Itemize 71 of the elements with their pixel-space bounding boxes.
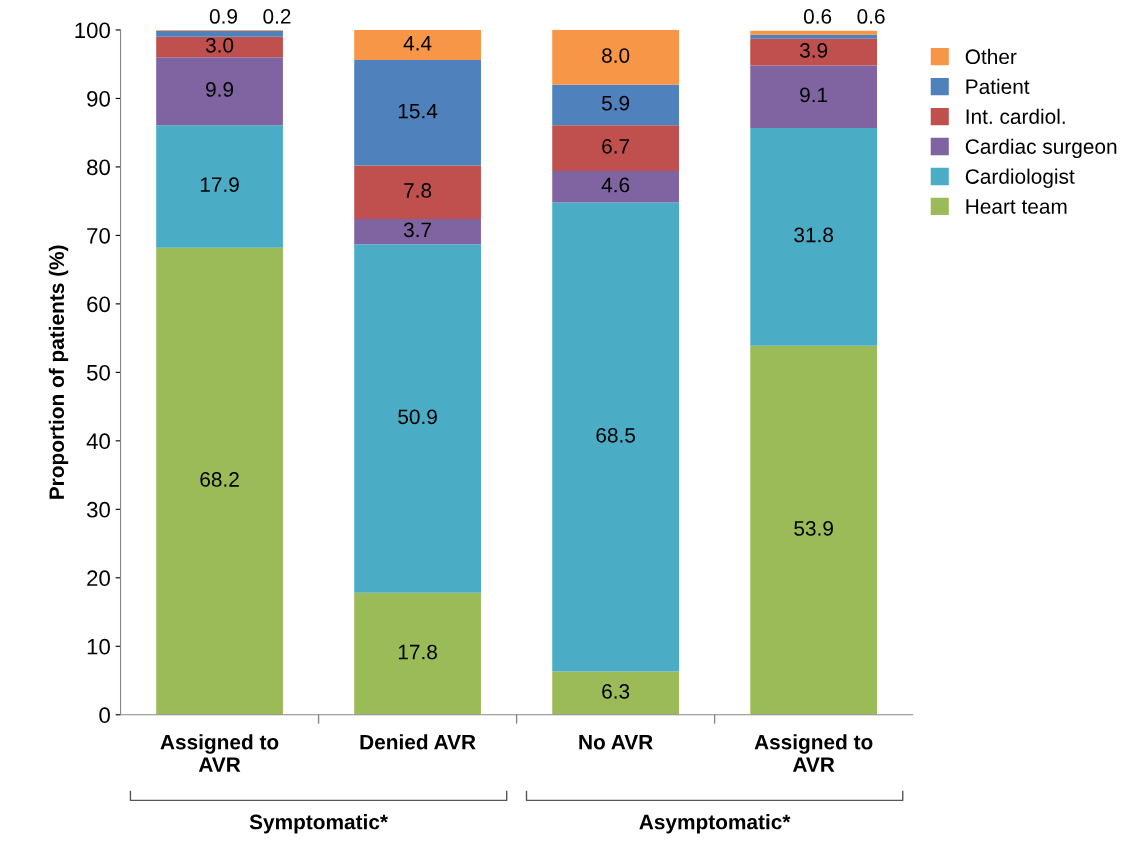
bar xyxy=(552,125,679,172)
data-label: 50.9 xyxy=(398,409,437,425)
bar xyxy=(156,30,283,37)
x-tick-label: Assigned to AVR xyxy=(754,734,873,772)
legend-label: Cardiologist xyxy=(965,168,1075,189)
text: Symptomatic* xyxy=(249,814,389,834)
bar xyxy=(552,202,679,672)
bar xyxy=(552,671,679,715)
data-label: 0.9 xyxy=(209,9,238,24)
bar xyxy=(750,30,878,35)
data-label: 3.0 xyxy=(205,37,234,53)
bar xyxy=(552,29,679,85)
bar xyxy=(156,125,283,248)
y-tick-label: 0 xyxy=(99,707,110,724)
text: Asymptomatic* xyxy=(639,814,791,834)
x-tick-label: Denied AVR xyxy=(360,734,476,750)
bar xyxy=(750,345,878,715)
legend-label: Heart team xyxy=(966,199,1067,214)
data-label: 6.3 xyxy=(602,684,630,699)
y-tick-label: 60 xyxy=(87,296,110,313)
bar xyxy=(552,84,679,126)
data-label: 53.9 xyxy=(794,521,833,536)
bar xyxy=(750,127,878,346)
y-tick-label: 50 xyxy=(86,364,110,381)
x-tick-label: Assigned to AVR xyxy=(160,734,279,772)
legend-label: Cardiac surgeon xyxy=(965,138,1117,159)
y-axis-title: Proportion of patients (%) xyxy=(48,245,69,499)
data-label: 17.9 xyxy=(200,177,239,193)
bar xyxy=(156,247,283,715)
bar xyxy=(156,36,283,58)
bar xyxy=(156,57,283,126)
y-tick-label: 100 xyxy=(75,22,110,39)
data-label: 3.7 xyxy=(403,222,432,238)
legend-label: Int. cardiol. xyxy=(966,108,1065,125)
bar xyxy=(552,171,679,203)
data-label: 17.8 xyxy=(398,644,437,660)
x-tick-label: No AVR xyxy=(579,734,653,750)
legend-label: Other xyxy=(965,48,1017,65)
bar xyxy=(750,38,878,66)
legend-label: Patient xyxy=(966,78,1030,95)
y-tick-label: 70 xyxy=(87,227,110,244)
data-label: 5.9 xyxy=(601,95,630,111)
bar xyxy=(354,218,481,245)
y-tick-label: 20 xyxy=(87,570,110,587)
y-tick-label: 90 xyxy=(87,90,110,107)
y-tick-label: 30 xyxy=(86,501,110,518)
data-label: 4.4 xyxy=(403,36,432,51)
bar xyxy=(354,29,481,61)
data-label: 3.9 xyxy=(799,43,828,58)
data-label: 68.5 xyxy=(596,427,636,443)
data-label: 6.7 xyxy=(602,138,630,154)
data-label: 0.6 xyxy=(857,9,885,24)
data-label: 9.9 xyxy=(206,82,234,97)
y-tick-label: 40 xyxy=(86,433,110,450)
data-label: 31.8 xyxy=(794,227,834,243)
data-label: 4.6 xyxy=(601,177,630,193)
data-label: 8.0 xyxy=(602,48,630,63)
bar xyxy=(354,165,481,219)
bar xyxy=(750,34,878,39)
data-label: 9.1 xyxy=(800,87,828,103)
y-tick-label: 80 xyxy=(87,159,110,176)
bar xyxy=(750,65,878,128)
bar xyxy=(354,60,481,166)
data-label: 7.8 xyxy=(404,183,432,198)
data-label: 68.2 xyxy=(200,472,239,487)
y-tick-label: 10 xyxy=(87,638,110,655)
data-label: 15.4 xyxy=(398,103,438,119)
data-label: 0.2 xyxy=(263,9,291,24)
bar xyxy=(354,244,481,593)
data-label: 0.6 xyxy=(803,9,832,24)
bar xyxy=(354,592,481,715)
